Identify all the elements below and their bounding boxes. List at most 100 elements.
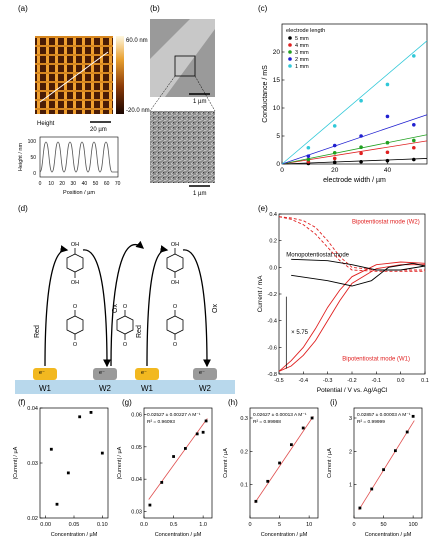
legend-marker <box>288 36 292 40</box>
data-point <box>332 160 337 165</box>
fit-line-4-mm <box>281 140 428 165</box>
x-tick-label: -0.1 <box>372 378 381 384</box>
profile-xtick-3: 30 <box>71 181 77 187</box>
panel-b: 1 µm 1 µm <box>149 19 216 197</box>
data-point <box>306 145 311 150</box>
quinone-3 <box>166 310 184 340</box>
panel-c-chart: 0 20 40 0 5 10 15 20 electrode width / µm Conduct… <box>262 23 428 184</box>
data-point <box>359 145 363 149</box>
profile-trace <box>39 141 118 173</box>
data-point <box>359 98 363 103</box>
data-point <box>358 506 362 510</box>
plot-frame <box>143 407 213 519</box>
y-tick-label: 0.2 <box>269 239 277 245</box>
profile-ytick-1: 50 <box>30 155 36 161</box>
panel-g-chart: 0.0 0.5 1.0 0.03 0.04 0.05 0.06 Concentration /… <box>117 407 213 538</box>
quinone-1-bottom: O <box>73 342 78 348</box>
data-point <box>89 411 93 414</box>
fit-annotation-1: 0.02527 ± 0.00227 A M⁻¹ <box>147 412 201 418</box>
data-point <box>278 461 281 465</box>
y-tick-label: 0.04 <box>131 477 142 483</box>
profile-xtick-5: 50 <box>93 181 99 187</box>
panel-label-b: (b) <box>150 4 160 13</box>
data-point <box>301 426 305 430</box>
w2-annotation: Bipotentiostat mode (W2) <box>352 219 420 225</box>
electrode-w2-a <box>93 368 117 380</box>
red-label-1: Red <box>34 325 41 338</box>
data-point <box>332 143 337 148</box>
legend-label: 2 mm <box>295 57 309 63</box>
profile-ylabel: Height / nm <box>18 143 24 172</box>
data-point <box>49 447 53 451</box>
profile-xticks: 0 10 20 30 40 50 60 70 <box>39 181 121 187</box>
electrode-label-0: W1 <box>39 384 52 393</box>
plot-frame <box>281 23 428 165</box>
fit-line-2-mm <box>281 114 428 165</box>
y-tick-label: 0.1 <box>240 483 248 489</box>
ox-label-1: Ox <box>112 304 119 313</box>
legend-label: 3 mm <box>295 50 309 56</box>
x-tick-label: 0 <box>248 522 251 528</box>
profile-xtick-6: 60 <box>104 181 110 187</box>
x-tick-label: 0.0 <box>140 522 148 528</box>
data-point <box>411 414 415 418</box>
legend-label: 1 mm <box>295 64 309 70</box>
w1-curve-0 <box>278 264 425 372</box>
profile-ytick-0: 0 <box>33 171 36 177</box>
y-tick-label: -0.8 <box>268 372 277 378</box>
y-axis-label: Current / µA <box>327 448 333 478</box>
panel-label-h: (h) <box>228 398 238 407</box>
panel-label-i: (i) <box>330 398 338 407</box>
data-point <box>183 447 187 450</box>
quinone-2-bottom: O <box>123 342 128 348</box>
data-point <box>412 157 416 162</box>
data-point <box>393 449 397 453</box>
mono-annotation: Monopotentiostat mode <box>286 253 349 259</box>
electron-label-2: e⁻ <box>141 370 147 376</box>
fit-annotation-1: 0.02627 ± 0.00013 A M⁻¹ <box>253 412 307 418</box>
cycle-arrow-4 <box>182 249 211 368</box>
legend-label: 5 mm <box>295 36 309 42</box>
data-point <box>385 158 390 163</box>
afm-scale-text: 20 µm <box>90 127 107 133</box>
y-tick-label: 0.03 <box>27 461 38 467</box>
hq-right-top: OH <box>171 242 179 248</box>
y-axis-label: Conductance / mS <box>262 65 269 123</box>
x-tick-label: 10 <box>306 522 312 528</box>
hydroquinone-left <box>66 248 84 278</box>
profile-frame <box>39 136 119 178</box>
y-tick-label: 3 <box>349 416 352 422</box>
legend-title: electrode length <box>286 28 325 34</box>
profile-xtick-7: 70 <box>115 181 121 187</box>
panel-label-f: (f) <box>18 398 26 407</box>
y-tick-label: 0.03 <box>131 510 142 516</box>
data-point <box>172 455 175 458</box>
panel-label-d: (d) <box>18 204 28 213</box>
sem-zoom-box <box>174 55 196 77</box>
data-point <box>405 430 409 434</box>
data-point <box>78 415 82 419</box>
data-point <box>385 150 390 155</box>
profile-xlabel: Position / µm <box>63 190 95 196</box>
data-point <box>100 451 104 455</box>
x-tick-label: 0.0 <box>397 378 405 384</box>
electron-label-1: e⁻ <box>99 370 105 376</box>
data-point <box>201 430 205 434</box>
x-tick-label: 100 <box>409 522 418 528</box>
x-axis-label: Concentration / µM <box>51 532 98 538</box>
quinone-2 <box>116 310 134 340</box>
y-tick-label: 0.06 <box>131 412 142 418</box>
y-axis-label: |Current| / µA <box>117 446 123 479</box>
y-tick-label: -0.6 <box>268 345 277 351</box>
y-tick-label: 0.04 <box>27 406 38 412</box>
fit-line-5-mm <box>281 158 428 165</box>
y-axis-label: Current / µA <box>223 448 229 478</box>
legend-marker <box>288 50 292 54</box>
w1-curve-1 <box>278 261 426 372</box>
w2-curve-0 <box>278 216 425 271</box>
x-axis-label: Concentration / µM <box>261 532 308 538</box>
legend-marker <box>288 64 292 68</box>
data-point <box>254 499 258 503</box>
quinone-3-top: O <box>173 304 178 310</box>
panel-e-chart: -0.5 -0.4 -0.3 -0.2 -0.1 0.0 0.1 0.4 0.2 0.0 -0.2 -… <box>257 212 429 394</box>
